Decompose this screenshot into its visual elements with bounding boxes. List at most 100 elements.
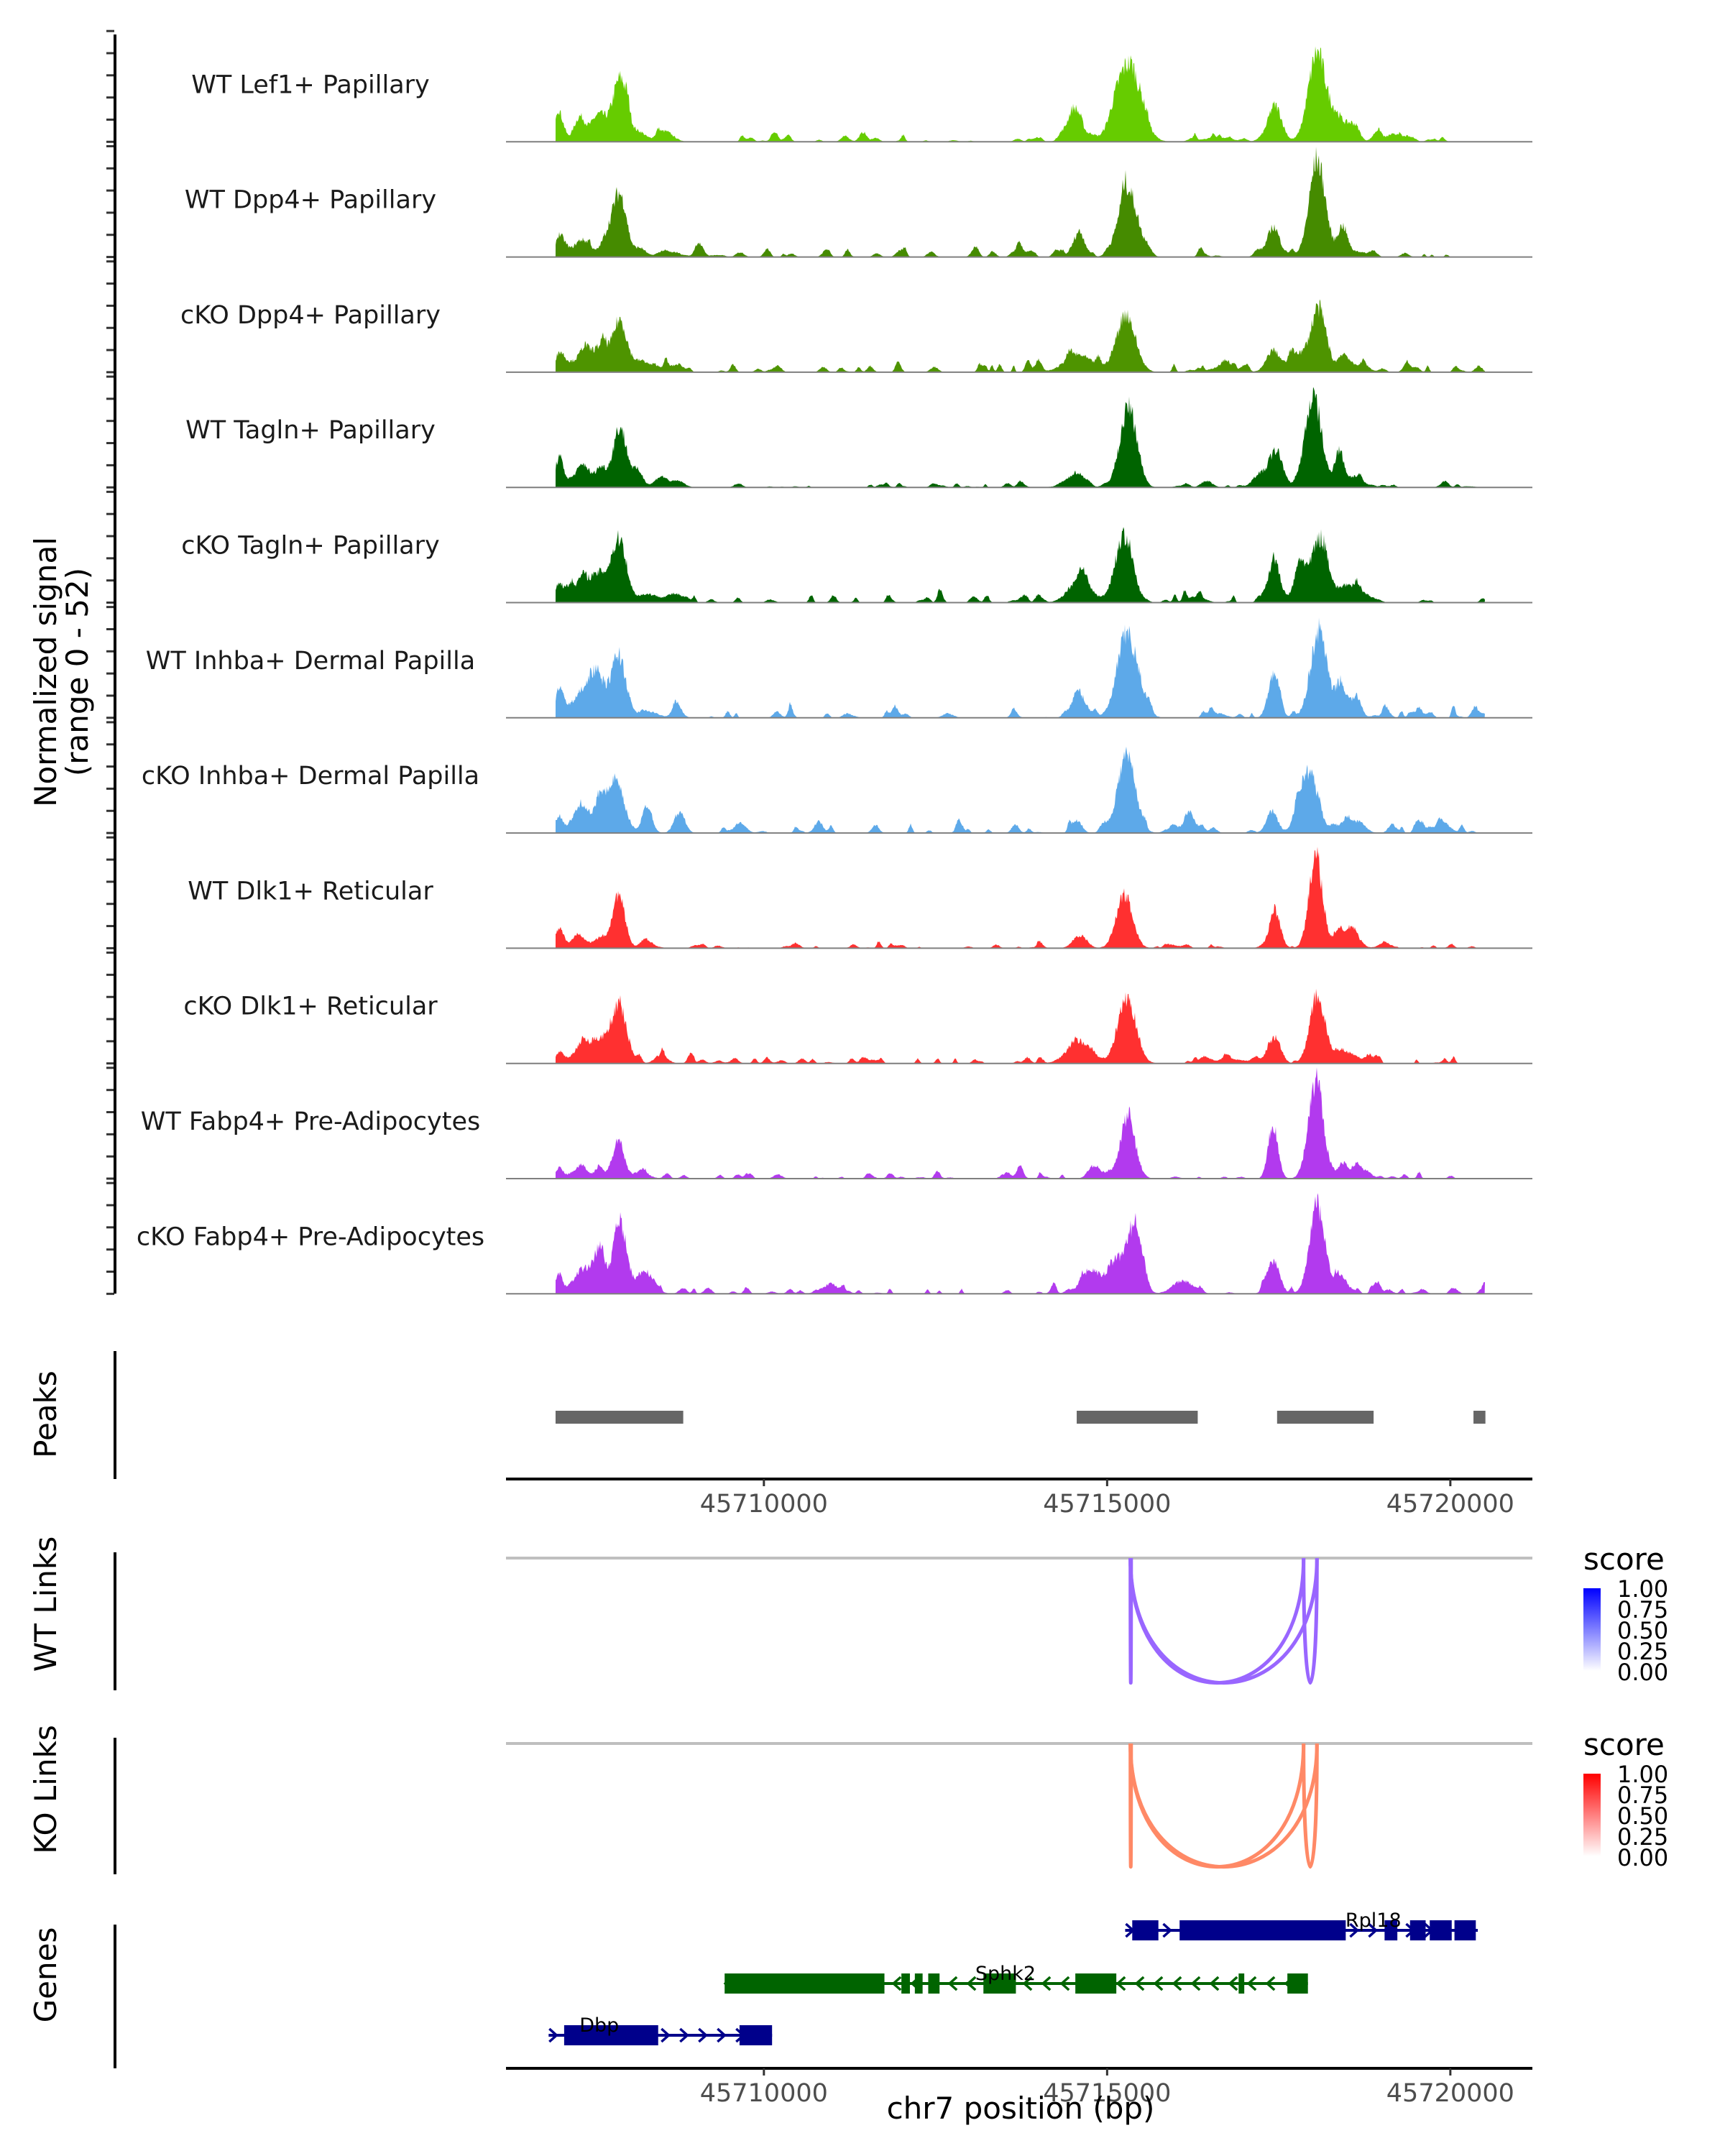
- genes-track: Rpl18 Sphk2 Dbp: [114, 1909, 1478, 2068]
- coverage-area: [555, 46, 1485, 142]
- strand-arrow-icon: [679, 2027, 689, 2043]
- legend-tick-label: 0.75: [1617, 1596, 1668, 1623]
- x-tick-label: 45715000: [1043, 1490, 1171, 1519]
- gene-model: Sphk2: [723, 1963, 1308, 1994]
- legend-tick-label: 0.25: [1617, 1638, 1668, 1665]
- wt-links-track: [114, 1552, 1532, 1690]
- strand-arrow-icon: [1172, 1976, 1182, 1991]
- peaks-track: [114, 1351, 1486, 1479]
- legend-title: score: [1583, 1542, 1665, 1577]
- gene-exon: [564, 2025, 658, 2045]
- coverage-track-label: WT Lef1+ Papillary: [191, 70, 430, 99]
- strand-arrow-icon: [1162, 1922, 1173, 1938]
- coverage-track: cKO Dpp4+ Papillary: [180, 299, 1532, 373]
- strand-arrow-icon: [1059, 1976, 1070, 1991]
- coverage-area: [555, 988, 1485, 1064]
- coverage-area: [555, 1193, 1485, 1294]
- coverage-track: cKO Fabp4+ Pre-Adipocytes: [137, 1193, 1532, 1295]
- peak-region: [1276, 1411, 1374, 1424]
- gene-exon: [1075, 1973, 1117, 1994]
- coverage-area: [555, 1067, 1485, 1179]
- legend-tick-label: 1.00: [1617, 1575, 1668, 1603]
- peaks-track-label: Peaks: [28, 1370, 63, 1458]
- coverage-area: [555, 617, 1485, 718]
- coverage-area: [555, 299, 1485, 372]
- strand-arrow-icon: [947, 1976, 958, 1991]
- y-axis-title: Normalized signal: [28, 537, 63, 807]
- gene-exon: [928, 1973, 940, 1994]
- strand-arrow-icon: [698, 2027, 708, 2043]
- strand-arrow-icon: [1116, 1976, 1126, 1991]
- strand-arrow-icon: [548, 2027, 558, 2043]
- coverage-track: WT Fabp4+ Pre-Adipocytes: [141, 1067, 1532, 1179]
- coverage-track-label: cKO Inhba+ Dermal Papilla: [142, 762, 479, 791]
- gene-name-label: Dbp: [579, 2014, 619, 2037]
- peak-region: [1077, 1411, 1198, 1424]
- coverage-area: [555, 746, 1485, 834]
- coverage-track-label: WT Tagln+ Papillary: [185, 416, 436, 445]
- coverage-track: WT Dpp4+ Papillary: [185, 147, 1532, 258]
- strand-arrow-icon: [1349, 1922, 1360, 1938]
- strand-arrow-icon: [1153, 1976, 1164, 1991]
- gene-model: Rpl18: [1125, 1909, 1478, 1940]
- coverage-track: WT Dlk1+ Reticular: [188, 847, 1532, 949]
- wt-links-track-label: WT Links: [28, 1537, 63, 1672]
- x-tick-label: 45720000: [1386, 1490, 1514, 1519]
- peak-region: [1473, 1411, 1486, 1424]
- gene-model: Dbp: [548, 2014, 773, 2045]
- coverage-area: [555, 527, 1485, 603]
- coverage-area: [555, 147, 1485, 257]
- gene-exon: [1384, 1920, 1398, 1940]
- legend-tick-label: 0.50: [1617, 1802, 1668, 1830]
- gene-exon: [1179, 1920, 1346, 1940]
- legend-tick-label: 0.00: [1617, 1659, 1668, 1686]
- gene-exon: [1454, 1920, 1476, 1940]
- legend-tick-label: 0.50: [1617, 1617, 1668, 1644]
- coverage-track-label: WT Inhba+ Dermal Papilla: [146, 647, 475, 676]
- link-arc: [1128, 1557, 1319, 1685]
- coverage-track: WT Lef1+ Papillary: [191, 46, 1532, 143]
- gene-exon: [1430, 1920, 1452, 1940]
- gene-exon: [1132, 1920, 1159, 1940]
- strand-arrow-icon: [1041, 1976, 1052, 1991]
- gene-exon: [739, 2025, 773, 2045]
- ko-links-track-label: KO Links: [28, 1725, 63, 1854]
- strand-arrow-icon: [717, 2027, 727, 2043]
- legend-tick-label: 1.00: [1617, 1761, 1668, 1788]
- legend-title: score: [1583, 1727, 1665, 1762]
- strand-arrow-icon: [661, 2027, 671, 2043]
- coverage-track-label: WT Dpp4+ Papillary: [185, 186, 436, 215]
- strand-arrow-icon: [1368, 1922, 1379, 1938]
- coverage-track-label: WT Dlk1+ Reticular: [188, 877, 433, 906]
- coverage-track: WT Tagln+ Papillary: [185, 387, 1532, 489]
- gene-name-label: Sphk2: [975, 1963, 1036, 1985]
- strand-arrow-icon: [1209, 1976, 1220, 1991]
- x-axis-bottom: 45710000 45715000 45720000: [506, 2067, 1532, 2108]
- coverage-track-label: cKO Tagln+ Papillary: [181, 532, 440, 561]
- y-axis-subtitle: (range 0 - 52): [60, 568, 95, 776]
- gene-name-label: Rpl18: [1346, 1909, 1402, 1932]
- strand-arrow-icon: [1134, 1976, 1145, 1991]
- x-tick-label: 45715000: [1043, 2079, 1171, 2108]
- legend-tick-label: 0.00: [1617, 1844, 1668, 1871]
- gene-exon: [1409, 1920, 1426, 1940]
- x-tick-label: 45720000: [1386, 2079, 1514, 2108]
- coverage-tracks: WT Lef1+ Papillary WT Dpp4+ Papillary cKO …: [137, 46, 1532, 1295]
- coverage-track: WT Inhba+ Dermal Papilla: [146, 617, 1532, 719]
- coverage-track-label: cKO Fabp4+ Pre-Adipocytes: [137, 1222, 484, 1251]
- gene-exon: [914, 1973, 923, 1994]
- gene-exon: [901, 1973, 910, 1994]
- strand-arrow-icon: [1265, 1976, 1276, 1991]
- coverage-track: cKO Dlk1+ Reticular: [183, 988, 1532, 1064]
- strand-arrow-icon: [891, 1976, 902, 1991]
- x-axis-title: chr7 position (bp): [887, 2091, 1155, 2126]
- link-arc: [1302, 1557, 1319, 1685]
- coverage-area: [555, 387, 1485, 488]
- strand-arrow-icon: [1022, 1976, 1033, 1991]
- coverage-track-label: cKO Dpp4+ Papillary: [180, 301, 441, 330]
- coverage-track-label: WT Fabp4+ Pre-Adipocytes: [141, 1107, 480, 1136]
- strand-arrow-icon: [1246, 1976, 1257, 1991]
